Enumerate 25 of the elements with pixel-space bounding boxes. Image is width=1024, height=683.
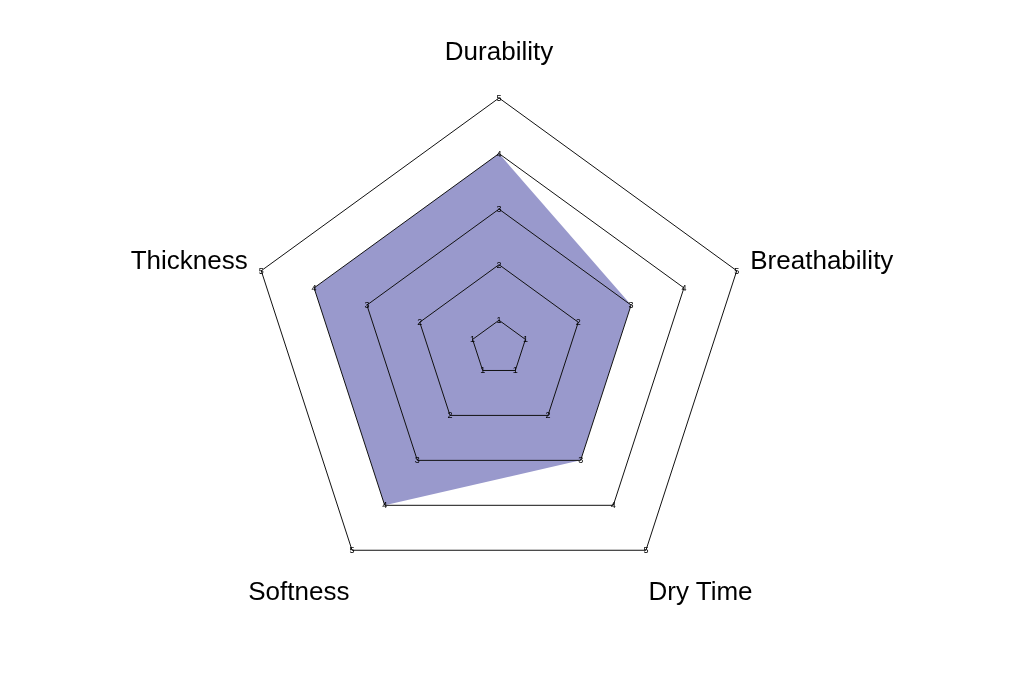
text: 5: [258, 265, 264, 276]
text: 1: [470, 334, 476, 345]
spoke-label: Softness: [248, 575, 350, 606]
text: 2: [545, 410, 551, 421]
text: 4: [382, 500, 388, 511]
spoke-label: Thickness: [130, 245, 248, 276]
text: 3: [496, 204, 502, 215]
spoke-label: Durability: [444, 36, 554, 66]
text: 1: [496, 315, 502, 326]
text: 5: [734, 265, 740, 276]
text: 5: [349, 545, 355, 556]
spoke-label: Breathability: [750, 245, 894, 276]
text: 4: [681, 282, 687, 293]
text: 2: [496, 259, 502, 270]
text: 3: [414, 455, 420, 466]
text: 4: [496, 148, 502, 159]
text: 5: [643, 545, 649, 556]
text: 2: [447, 410, 453, 421]
text: 4: [311, 282, 317, 293]
text: 2: [417, 317, 423, 328]
text: 1: [480, 365, 486, 376]
text: 3: [364, 300, 370, 311]
text: 3: [578, 455, 584, 466]
spoke-label: Dry Time: [648, 575, 753, 606]
text: 1: [512, 365, 518, 376]
